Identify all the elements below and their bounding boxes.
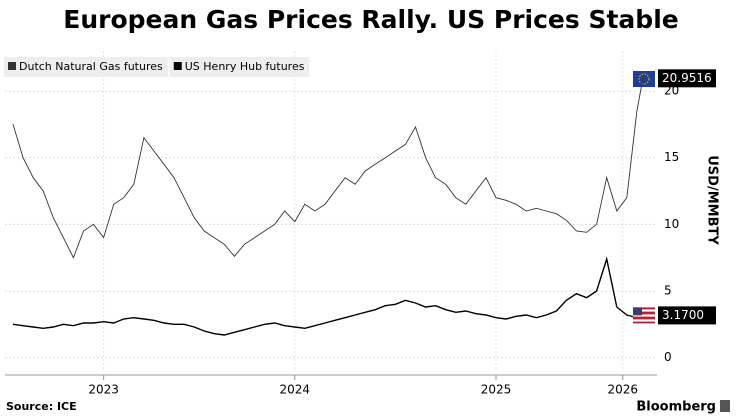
eu-flag <box>633 71 655 87</box>
x-tick-label: 2024 <box>280 383 311 397</box>
logo-icon <box>720 400 730 412</box>
us-flag-canton <box>633 307 642 316</box>
series-line <box>12 78 644 259</box>
last-value-box <box>658 306 716 325</box>
legend-box <box>169 57 310 77</box>
legend-item: Dutch Natural Gas futures <box>8 60 163 73</box>
logo: Bloomberg <box>636 400 716 415</box>
legend-item: US Henry Hub futures <box>173 60 305 73</box>
chart-title: European Gas Prices Rally. US Prices Sta… <box>63 5 678 34</box>
us-flag-stripe <box>633 319 655 322</box>
legend-label: US Henry Hub futures <box>185 60 305 73</box>
legend-swatch <box>8 62 16 70</box>
flags <box>633 71 655 87</box>
y-tick-label: 10 <box>664 217 679 231</box>
last-value-label: 3.1700 <box>662 308 704 322</box>
legend-swatch <box>173 62 182 70</box>
x-tick-label: 2023 <box>88 383 119 397</box>
us-flag-stripe <box>633 314 655 317</box>
y-axis-label: USD/MMBTY <box>705 155 720 245</box>
series-line <box>12 256 644 336</box>
x-tick-label: 2026 <box>608 383 639 397</box>
us-flag <box>633 307 655 324</box>
source: Source: ICE <box>6 400 77 413</box>
us-flag-stripe <box>633 309 655 312</box>
x-tick-label: 2025 <box>481 383 512 397</box>
legend-box <box>4 57 168 77</box>
legend-label: Dutch Natural Gas futures <box>19 60 163 73</box>
y-tick-label: 15 <box>664 150 679 164</box>
y-tick-label: 5 <box>664 284 672 298</box>
y-tick-label: 0 <box>664 350 672 364</box>
eu-stars <box>638 73 650 85</box>
last-value-box <box>658 69 716 88</box>
last-value-label: 20.9516 <box>662 71 712 85</box>
